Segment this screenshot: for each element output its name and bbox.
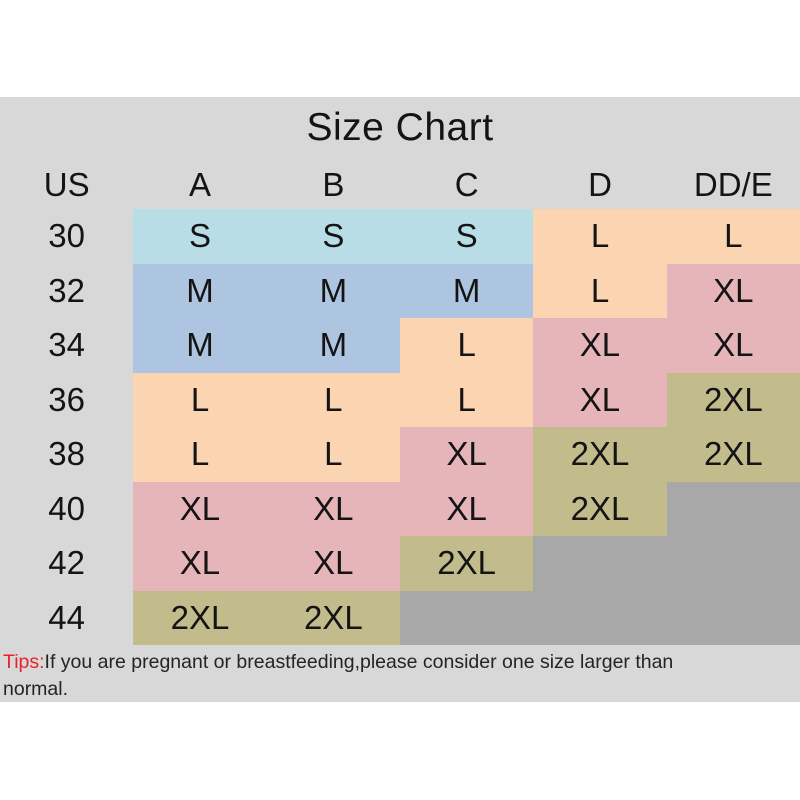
size-cell: M (133, 318, 267, 373)
column-header-d: D (588, 165, 612, 203)
size-cell: M (133, 263, 267, 318)
size-cell: L (666, 209, 800, 264)
size-cell: L (399, 372, 534, 427)
table-row: 32 M M M L XL (0, 263, 800, 318)
size-cell: 2XL (533, 427, 667, 482)
size-cell: 2XL (133, 590, 267, 645)
size-cell: XL (666, 263, 800, 318)
size-cell (399, 590, 534, 645)
size-cell: S (399, 209, 534, 264)
column-header-c: C (454, 165, 479, 203)
size-cell: L (533, 263, 667, 318)
size-cell: S (133, 209, 267, 264)
row-label: 40 (48, 489, 86, 527)
size-cell: XL (666, 318, 800, 373)
size-cell: L (133, 427, 267, 482)
size-cell: L (133, 372, 267, 427)
row-label: 34 (48, 326, 86, 364)
row-label: 36 (48, 380, 86, 418)
size-cell: L (266, 372, 400, 427)
tips-note: Tips:If you are pregnant or breastfeedin… (3, 649, 793, 703)
size-cell: M (399, 263, 534, 318)
table-row: 40 XL XL XL 2XL (0, 481, 800, 536)
size-cell: XL (533, 318, 667, 373)
size-cell (666, 481, 800, 536)
column-header-us: US (43, 165, 90, 203)
size-cell: 2XL (399, 536, 534, 591)
table-row: 30 S S S L L (0, 209, 800, 264)
column-header-dde: DD/E (693, 165, 773, 203)
tips-text-line1: If you are pregnant or breastfeeding,ple… (44, 651, 674, 673)
size-cell: 2XL (666, 372, 800, 427)
row-label: 42 (48, 544, 86, 582)
size-cell: XL (266, 536, 400, 591)
size-table: 30 S S S L L 32 M M M L XL 34 M M L XL X… (0, 209, 800, 645)
size-cell: XL (533, 372, 667, 427)
table-row: 36 L L L XL 2XL (0, 372, 800, 427)
size-cell: XL (399, 481, 534, 536)
table-row: 38 L L XL 2XL 2XL (0, 427, 800, 482)
table-header-row: US A B C D DD/E (0, 160, 800, 209)
tips-label: Tips: (3, 651, 45, 673)
table-row: 44 2XL 2XL (0, 590, 800, 645)
size-cell: L (533, 209, 667, 264)
size-cell (666, 536, 800, 591)
row-label: 44 (48, 598, 86, 636)
table-row: 34 M M L XL XL (0, 318, 800, 373)
size-cell (666, 590, 800, 645)
column-header-a: A (188, 165, 211, 203)
row-label: 38 (48, 435, 86, 473)
size-cell: M (266, 263, 400, 318)
tips-text-line2: normal. (3, 678, 69, 700)
size-cell: 2XL (533, 481, 667, 536)
size-cell: S (266, 209, 400, 264)
table-row: 42 XL XL 2XL (0, 536, 800, 591)
size-cell (533, 590, 667, 645)
column-header-b: B (322, 165, 345, 203)
row-label: 30 (48, 217, 86, 255)
size-cell: L (399, 318, 534, 373)
size-cell: XL (266, 481, 400, 536)
page-title: Size Chart (306, 106, 494, 149)
size-cell: XL (399, 427, 534, 482)
size-cell: XL (133, 536, 267, 591)
size-cell: 2XL (666, 427, 800, 482)
size-cell: L (266, 427, 400, 482)
size-cell (533, 536, 667, 591)
row-label: 32 (48, 271, 86, 309)
size-cell: XL (133, 481, 267, 536)
size-cell: M (266, 318, 400, 373)
size-cell: 2XL (266, 590, 400, 645)
